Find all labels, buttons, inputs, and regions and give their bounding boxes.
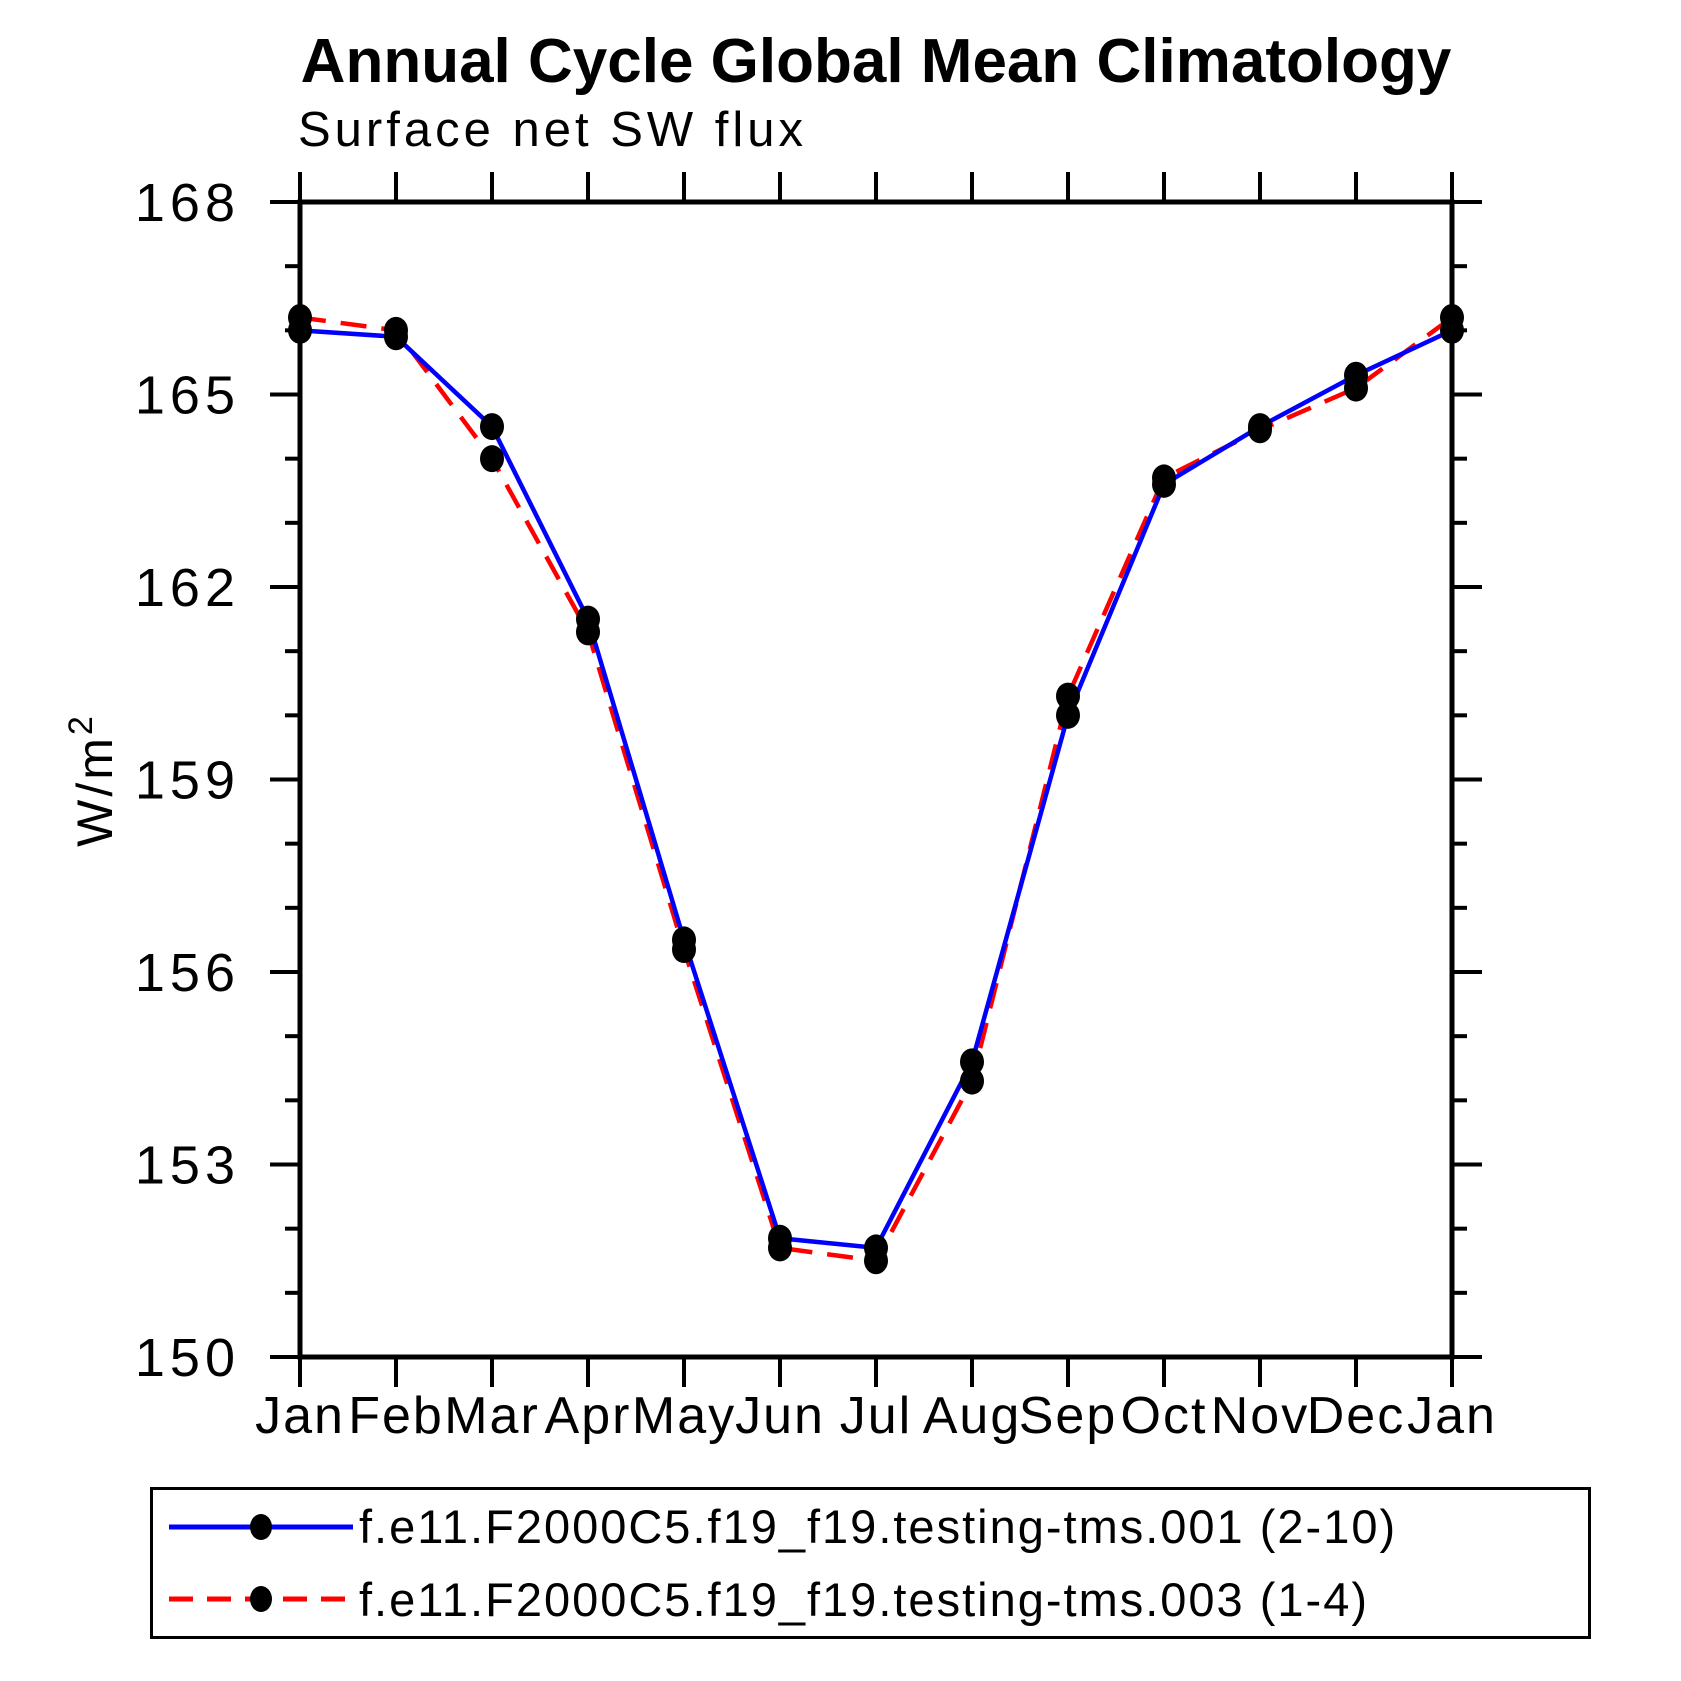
legend-label-0: f.e11.F2000C5.f19_f19.testing-tms.001 (2… xyxy=(359,1500,1398,1554)
data-point xyxy=(1344,374,1368,402)
series-line-solid xyxy=(299,328,1453,1251)
data-point xyxy=(1056,682,1080,710)
plot-frame xyxy=(297,199,1455,1360)
data-point xyxy=(480,445,504,473)
x-tick-label: Jul xyxy=(840,1387,912,1445)
x-tick-label: Jan xyxy=(255,1387,345,1445)
chart-title: Annual Cycle Global Mean Climatology xyxy=(300,27,1452,96)
y-tick-label: 162 xyxy=(135,558,240,618)
data-point xyxy=(1152,464,1176,492)
x-tick-label: Apr xyxy=(545,1387,632,1445)
series-line-dashed xyxy=(299,315,1454,1264)
chart-subtitle: Surface net SW flux xyxy=(298,103,808,157)
data-point xyxy=(288,304,312,331)
y-tick-label: 150 xyxy=(135,1328,240,1388)
x-tick-label: Aug xyxy=(923,1387,1022,1445)
y-tick-label: 156 xyxy=(135,943,240,1003)
data-point xyxy=(480,413,504,441)
data-point xyxy=(672,936,696,964)
data-point xyxy=(1248,416,1272,444)
data-point xyxy=(960,1048,984,1076)
legend-sample-dashed-line xyxy=(169,1586,353,1613)
x-tick-label: May xyxy=(632,1387,736,1445)
x-tick-label: Jun xyxy=(735,1387,825,1445)
x-tick-label: Dec xyxy=(1307,1387,1405,1445)
data-point xyxy=(1440,304,1464,331)
legend-sample-solid-line xyxy=(169,1513,353,1540)
y-tick-label: 168 xyxy=(135,173,240,233)
series-layer xyxy=(288,304,1464,1275)
y-axis-title: W/m2 xyxy=(62,713,123,847)
x-tick-label: Sep xyxy=(1019,1387,1118,1445)
data-point xyxy=(576,618,600,646)
x-tick-label: Mar xyxy=(444,1387,540,1445)
legend: f.e11.F2000C5.f19_f19.testing-tms.001 (2… xyxy=(150,1487,1591,1639)
legend-marker-sample xyxy=(250,1586,272,1613)
legend-item-1: f.e11.F2000C5.f19_f19.testing-tms.003 (1… xyxy=(163,1563,1588,1635)
data-point xyxy=(960,1067,984,1095)
legend-marker-sample xyxy=(250,1513,272,1540)
legend-item-0: f.e11.F2000C5.f19_f19.testing-tms.001 (2… xyxy=(163,1491,1588,1563)
x-tick-label: Nov xyxy=(1211,1387,1309,1445)
x-tick-label: Feb xyxy=(348,1387,444,1445)
y-tick-label: 165 xyxy=(135,366,240,426)
y-tick-label: 153 xyxy=(135,1136,240,1196)
x-tick-label: Jan xyxy=(1407,1387,1497,1445)
x-tick-label: Oct xyxy=(1121,1387,1208,1445)
data-point xyxy=(1056,701,1080,729)
data-point xyxy=(864,1247,888,1275)
y-tick-label: 159 xyxy=(135,751,240,811)
legend-label-1: f.e11.F2000C5.f19_f19.testing-tms.003 (1… xyxy=(359,1572,1369,1626)
data-point xyxy=(768,1234,792,1262)
data-point xyxy=(384,316,408,344)
